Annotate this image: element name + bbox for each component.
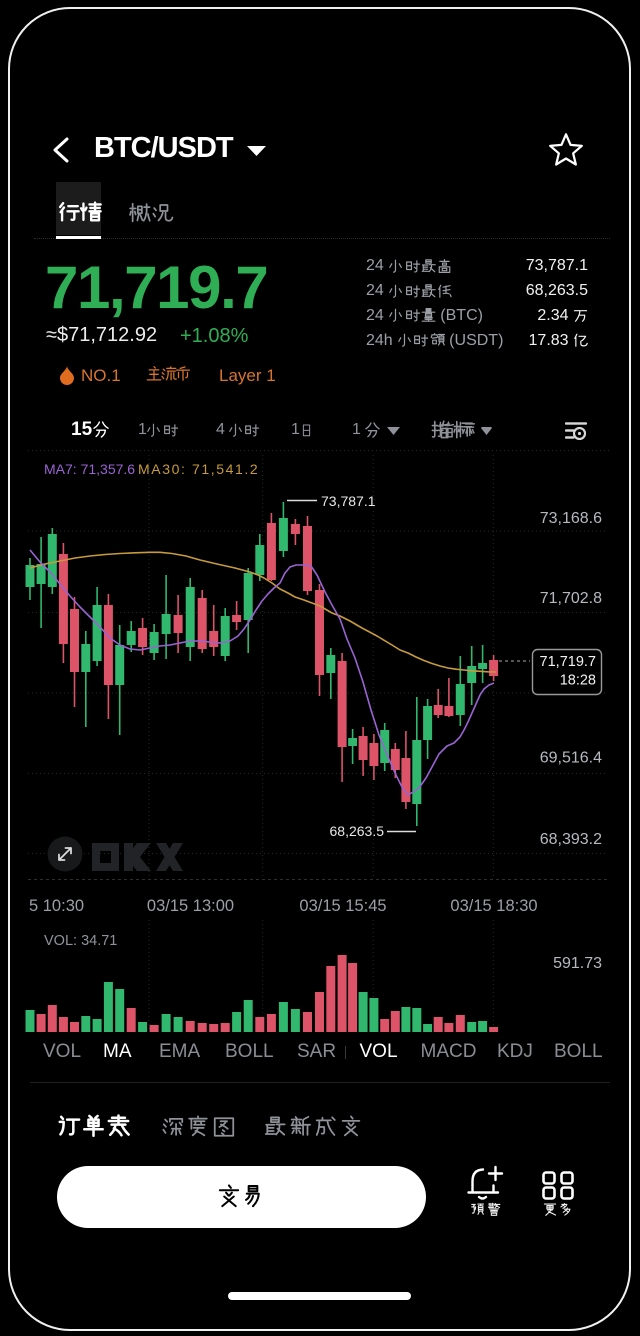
svg-text:73,168.6: 73,168.6 (540, 510, 602, 527)
svg-text:73,787.1: 73,787.1 (321, 493, 376, 509)
svg-text:03/15 13:00: 03/15 13:00 (147, 897, 234, 915)
svg-text:03/15 15:45: 03/15 15:45 (299, 897, 386, 915)
svg-text:71,702.8: 71,702.8 (540, 590, 602, 607)
svg-text:68,263.5: 68,263.5 (330, 823, 385, 839)
svg-text:5 10:30: 5 10:30 (29, 897, 84, 915)
svg-text:591.73: 591.73 (553, 955, 602, 972)
svg-text:VOL: 34.71: VOL: 34.71 (44, 933, 117, 949)
svg-text:71,719.7: 71,719.7 (540, 654, 596, 670)
svg-text:03/15 18:30: 03/15 18:30 (450, 897, 537, 915)
svg-text:18:28: 18:28 (560, 673, 596, 689)
svg-text:69,516.4: 69,516.4 (540, 750, 602, 767)
svg-text:68,393.2: 68,393.2 (540, 831, 602, 848)
